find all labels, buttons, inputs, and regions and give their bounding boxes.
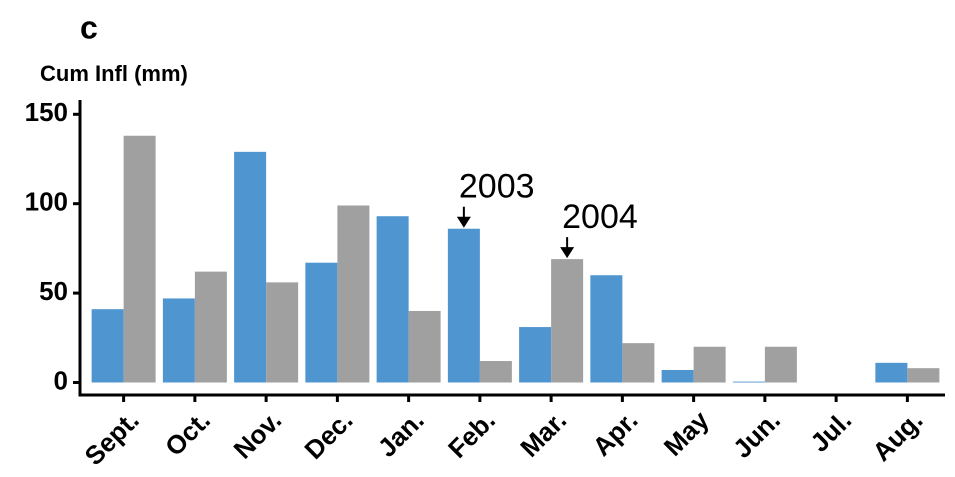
x-tick-label: Sept. — [79, 405, 145, 471]
bar — [764, 346, 797, 383]
bar — [693, 346, 726, 383]
panel-label: c — [80, 9, 98, 45]
annotation-arrowhead — [456, 216, 471, 228]
y-axis-title: Cum Infl (mm) — [40, 61, 188, 86]
y-tick-label: 150 — [25, 97, 68, 127]
bar — [91, 309, 124, 383]
x-tick-label: Jul. — [804, 405, 857, 458]
bar — [408, 310, 441, 383]
x-tick-label: Apr. — [587, 405, 644, 462]
bar — [162, 298, 195, 383]
x-tick-label: Mar. — [514, 405, 572, 463]
bar — [661, 369, 694, 383]
x-tick-label: Nov. — [228, 405, 288, 465]
x-tick-label: Feb. — [442, 405, 501, 464]
y-tick-label: 0 — [54, 365, 68, 395]
bar — [447, 228, 480, 383]
y-tick-label: 50 — [39, 276, 68, 306]
x-tick-label: Jan. — [372, 405, 430, 463]
bar — [234, 151, 267, 383]
bar — [590, 275, 623, 383]
bar — [266, 282, 299, 383]
bar — [194, 271, 227, 383]
x-tick-label: Oct. — [159, 405, 216, 462]
bar — [551, 259, 584, 383]
bar — [376, 216, 409, 383]
bar — [305, 262, 338, 383]
y-tick-label: 100 — [25, 187, 68, 217]
bar — [875, 362, 908, 383]
bar — [907, 368, 940, 383]
bar — [622, 343, 655, 383]
x-tick-label: May — [658, 405, 715, 462]
bar — [732, 381, 765, 383]
x-tick-label: Aug. — [866, 405, 928, 467]
annotation-arrowhead — [560, 247, 575, 259]
x-tick-label: Jun. — [727, 405, 786, 464]
bar — [519, 327, 552, 383]
annotation: 2003 — [459, 168, 535, 206]
bar — [479, 361, 512, 383]
annotation: 2004 — [562, 198, 638, 236]
x-tick-label: Dec. — [298, 405, 358, 465]
bar — [337, 205, 370, 383]
bar — [123, 135, 156, 383]
